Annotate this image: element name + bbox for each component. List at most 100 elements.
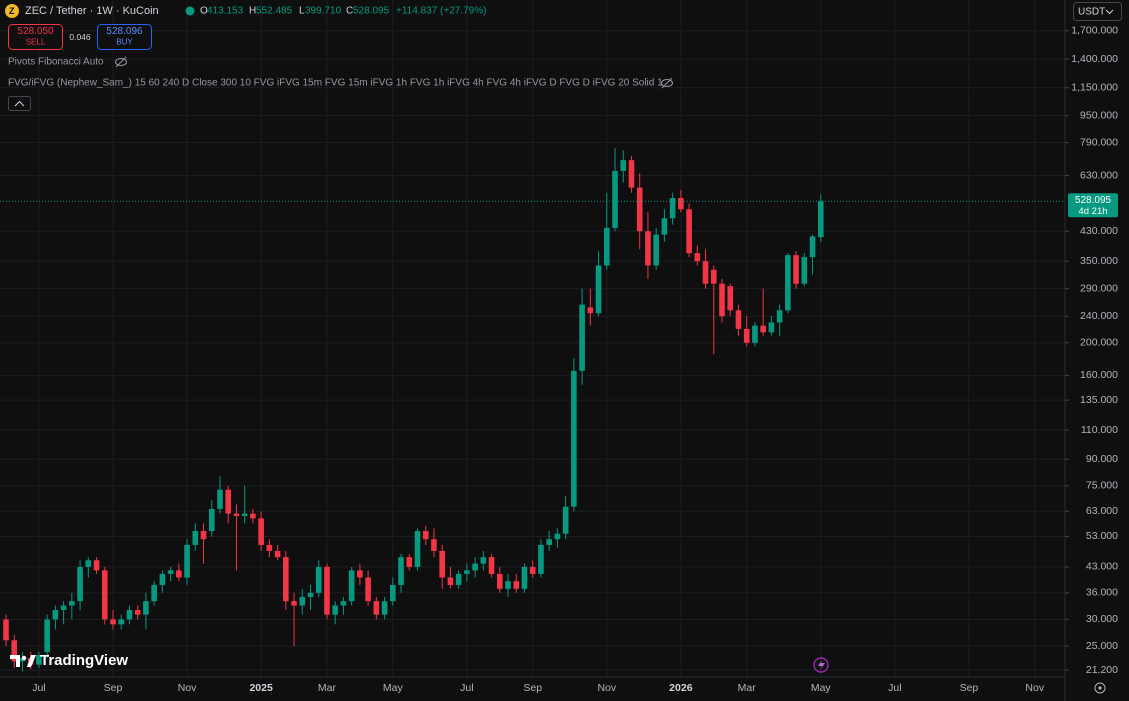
candle-body [538, 544, 544, 574]
candle-body [340, 601, 347, 606]
y-tick-label: 430.000 [1080, 225, 1118, 237]
high-value: 552.485 [256, 6, 293, 17]
candle-body [176, 570, 182, 578]
collapse-button[interactable] [8, 96, 31, 111]
candle-body [620, 160, 627, 171]
candle-body [217, 489, 223, 509]
candle-body [529, 566, 536, 574]
currency: USDT [1078, 7, 1105, 18]
candle-body [134, 610, 141, 615]
candle-body [801, 257, 808, 284]
x-tick-label: 2025 [249, 682, 273, 694]
candle-body [603, 227, 610, 266]
candle-body [200, 531, 207, 540]
x-tick-label: May [383, 682, 404, 694]
y-tick-label: 950.000 [1080, 109, 1118, 121]
status-dot [185, 6, 195, 16]
candle-body [497, 573, 503, 589]
candle-body [283, 557, 289, 602]
y-tick-label: 25.000 [1086, 640, 1118, 652]
candle-body [554, 533, 561, 540]
candle-body [357, 570, 363, 578]
brand: TradingView [40, 652, 128, 669]
x-tick-label: Jul [460, 682, 473, 694]
candle-body [752, 325, 758, 343]
candle-body [324, 566, 330, 615]
candle-body [414, 531, 421, 567]
y-tick-label: 1,400.000 [1071, 53, 1118, 65]
currency-selector[interactable] [1073, 2, 1122, 21]
y-tick-label: 90.000 [1086, 453, 1118, 465]
y-tick-label: 350.000 [1080, 255, 1118, 267]
candle-body [126, 610, 133, 620]
candle-body [241, 513, 248, 516]
candle-body [776, 310, 783, 323]
candle-body [472, 563, 478, 571]
x-tick-label: Sep [523, 682, 542, 694]
buy-button[interactable] [97, 24, 152, 50]
candle-body [390, 584, 396, 602]
candle-body [332, 605, 338, 615]
y-tick-label: 135.000 [1080, 394, 1118, 406]
events-icon[interactable] [813, 657, 829, 673]
candle-body [11, 640, 18, 662]
candle-body [645, 231, 651, 266]
x-tick-label: Mar [318, 682, 337, 694]
indicator-fvg[interactable]: FVG/iFVG (Nephew_Sam_) 15 60 240 D Close… [8, 78, 663, 89]
close-value: 528.095 [353, 6, 390, 17]
candle-body [143, 601, 149, 615]
collapse-icon [14, 100, 25, 107]
candle-body [406, 557, 413, 567]
candle-body [587, 307, 594, 314]
candle-body [743, 328, 750, 343]
candle-body [785, 255, 791, 311]
y-tick-label: 30.000 [1086, 613, 1118, 625]
settings-icon[interactable] [1094, 682, 1106, 694]
candle-body [44, 619, 50, 652]
y-tick-label: 53.000 [1086, 530, 1118, 542]
hide-icon[interactable] [115, 56, 127, 68]
y-tick-label: 75.000 [1086, 480, 1118, 492]
candle-body [464, 570, 470, 574]
plot [0, 0, 1065, 677]
y-tick-label: 43.000 [1086, 561, 1118, 573]
candle-body [505, 581, 511, 589]
indicator-pivots[interactable]: Pivots Fibonacci Auto [8, 57, 104, 68]
candle-body [307, 592, 314, 597]
high-label: H [249, 6, 256, 17]
hide-icon[interactable] [661, 77, 673, 89]
candle-body [653, 234, 659, 266]
candle-body [110, 619, 116, 625]
low-label: L [299, 6, 305, 17]
y-tick-label: 630.000 [1080, 169, 1118, 181]
candle-body [719, 283, 725, 317]
candle-body [93, 560, 100, 571]
sell-label: SELL [26, 38, 46, 47]
x-tick-label: Nov [597, 682, 616, 694]
candle-body [233, 513, 240, 516]
candle-body [735, 310, 742, 329]
y-tick-label: 63.000 [1086, 505, 1118, 517]
x-tick-label: May [811, 682, 832, 694]
axes: 1,700.000 1,400.000 1,150.000 950.000 790.00… [32, 25, 1118, 694]
y-tick-label: 240.000 [1080, 310, 1118, 322]
candle-body [760, 325, 766, 333]
candle-body [488, 557, 495, 574]
x-tick-label: 2026 [669, 682, 693, 694]
candle-body [817, 201, 824, 238]
sell-price: 528.050 [17, 26, 54, 37]
candle-body [291, 601, 297, 606]
candle-body [3, 619, 9, 641]
y-tick-label: 1,700.000 [1071, 25, 1118, 37]
brand-logo [10, 655, 36, 667]
sell-button[interactable] [8, 24, 63, 50]
candle-body [694, 253, 701, 262]
symbol[interactable]: ZEC / Tether · 1W · KuCoin [25, 5, 159, 17]
candle-body [431, 539, 437, 551]
candle-body [480, 557, 487, 564]
candle-body [669, 198, 676, 219]
candle-body [258, 518, 264, 545]
y-tick-label: 1,150.000 [1071, 82, 1118, 94]
candle-body [299, 596, 306, 606]
